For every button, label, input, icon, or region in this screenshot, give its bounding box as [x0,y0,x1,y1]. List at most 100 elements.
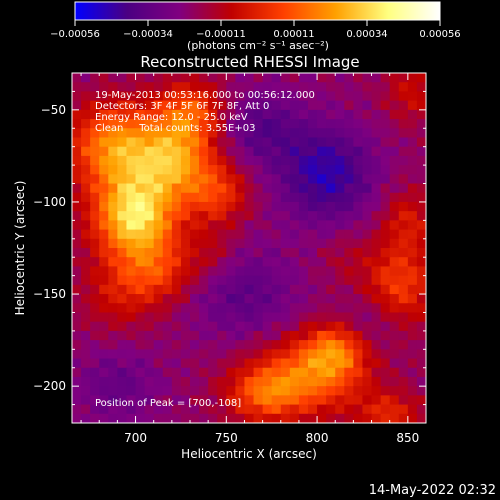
heatmap-cell [217,349,227,360]
heatmap-cell [226,404,236,415]
heatmap-cell [371,211,382,221]
heatmap-cell [90,146,100,157]
heatmap-cell [199,349,209,360]
heatmap-cell [208,183,218,194]
heatmap-cell [344,229,354,240]
heatmap-cell [199,174,209,185]
heatmap-cell [90,386,100,396]
heatmap-cell [144,376,155,387]
heatmap-cell [407,109,418,120]
heatmap-cell [235,73,246,83]
heatmap-cell [326,404,336,415]
heatmap-cell [235,128,246,139]
heatmap-cell [289,330,300,341]
heatmap-cell [289,192,300,203]
heatmap-cell [380,404,391,415]
heatmap-cell [72,119,82,129]
y-tick-label: −150 [33,287,66,301]
heatmap-cell [280,128,291,139]
heatmap-cell [126,109,137,120]
heatmap-cell [344,294,354,304]
heatmap-cell [126,340,137,350]
heatmap-cell [298,165,309,175]
heatmap-cell [380,257,391,268]
heatmap-cell [117,330,128,341]
heatmap-cell [235,211,246,221]
heatmap-cell [280,376,291,387]
heatmap-cell [108,165,118,175]
heatmap-cell [380,100,391,111]
heatmap-cell [199,395,209,406]
heatmap-cell [90,137,100,148]
heatmap-cell [217,174,227,185]
heatmap-cell [353,100,364,111]
heatmap-cell [171,413,182,423]
heatmap-cell [353,275,364,286]
heatmap-cell [398,201,409,212]
heatmap-cell [308,238,318,249]
heatmap-cell [81,266,91,277]
heatmap-cell [280,192,291,203]
heatmap-cell [81,413,91,423]
heatmap-cell [81,73,91,83]
heatmap-cell [371,146,382,157]
heatmap-cell [317,404,327,415]
heatmap-cell [153,386,164,396]
heatmap-cell [326,312,336,323]
heatmap-cell [344,211,354,221]
heatmap-cell [298,257,309,268]
heatmap-cell [389,91,400,102]
heatmap-cell [117,248,128,258]
heatmap-cell [117,404,128,415]
heatmap-cell [416,73,426,83]
heatmap-cell [407,128,418,139]
heatmap-cell [298,73,309,83]
heatmap-cell [253,395,264,406]
heatmap-cell [199,294,209,304]
heatmap-cell [144,183,155,194]
heatmap-cell [271,238,282,249]
heatmap-cell [262,229,273,240]
heatmap-cell [162,174,173,185]
heatmap-cell [271,321,282,332]
heatmap-cell [162,257,173,268]
heatmap-cell [389,340,400,350]
heatmap-cell [171,367,182,378]
heatmap-cell [217,91,227,102]
heatmap-cell [344,201,354,212]
heatmap-cell [244,183,255,194]
heatmap-cell [344,109,354,120]
heatmap-cell [289,358,300,369]
heatmap-cell [153,376,164,387]
heatmap-cell [244,128,255,139]
heatmap-cell [162,109,173,120]
heatmap-cell [226,229,236,240]
heatmap-cell [126,358,137,369]
heatmap-cell [244,192,255,203]
heatmap-cell [416,349,426,360]
heatmap-cell [180,229,191,240]
heatmap-cell [162,376,173,387]
heatmap-cell [162,100,173,111]
heatmap-cell [407,413,418,423]
heatmap-cell [99,303,109,314]
heatmap-cell [389,211,400,221]
heatmap-cell [226,376,236,387]
heatmap-cell [180,137,191,148]
heatmap-cell [362,82,373,93]
heatmap-cell [298,109,309,120]
heatmap-cell [117,349,128,360]
heatmap-cell [244,220,255,231]
heatmap-cell [407,146,418,157]
heatmap-cell [235,284,246,295]
heatmap-cell [135,367,146,378]
heatmap-cell [344,183,354,194]
heatmap-cell [226,109,236,120]
heatmap-cell [217,358,227,369]
heatmap-cell [298,220,309,231]
heatmap-cell [407,211,418,221]
heatmap-cell [72,109,82,120]
heatmap-cell [407,183,418,194]
heatmap-cell [226,413,236,423]
heatmap-cell [235,137,246,148]
